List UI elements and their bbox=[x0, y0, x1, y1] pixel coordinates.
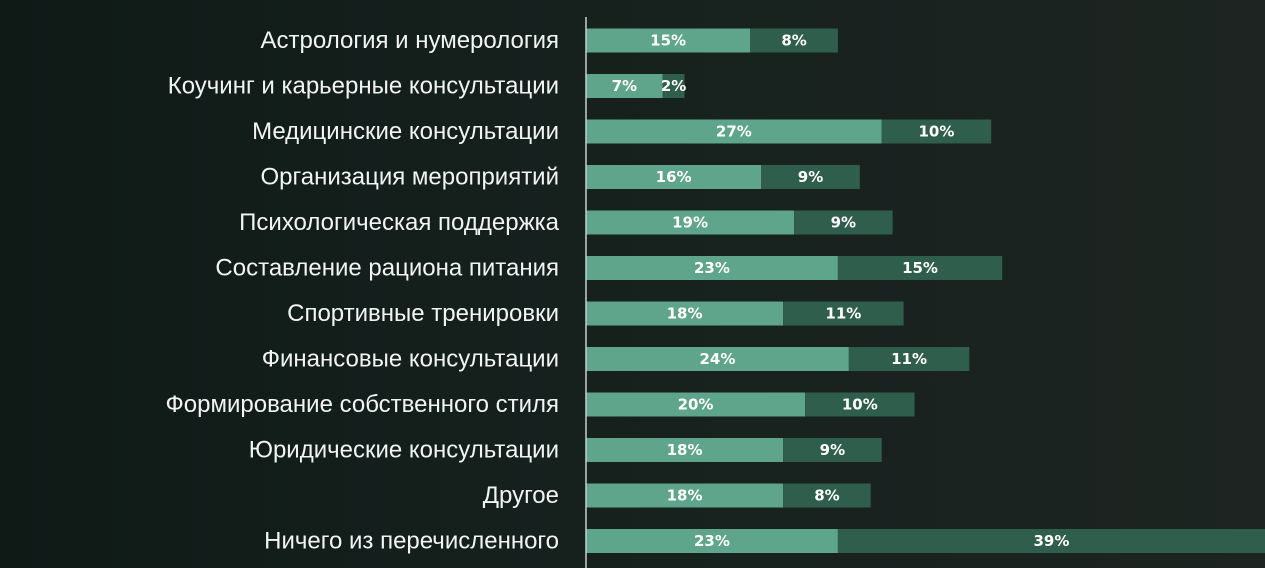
category-labels: Астрология и нумерология Коучинг и карьер… bbox=[166, 27, 560, 555]
bar-segment-series-1 bbox=[586, 529, 838, 553]
value-label: 16% bbox=[656, 168, 692, 186]
value-label: 9% bbox=[831, 214, 856, 232]
value-label: 23% bbox=[694, 259, 730, 277]
value-labels: 15% 8% 7% 2% 27% 10% 16% 9% 19% 9% 23% 15% 18% 11% 24%… bbox=[612, 32, 1070, 551]
value-label: 9% bbox=[798, 168, 823, 186]
value-label: 9% bbox=[820, 441, 845, 459]
category-label: Ничего из перечисленного bbox=[264, 528, 559, 555]
bar-segment-series-1 bbox=[586, 301, 784, 326]
category-label: Психологическая поддержка bbox=[239, 209, 559, 236]
value-label: 8% bbox=[781, 32, 806, 50]
category-label: Финансовые консультации bbox=[262, 346, 559, 373]
value-label: 19% bbox=[672, 214, 708, 232]
value-label: 2% bbox=[661, 77, 686, 95]
value-label: 15% bbox=[902, 259, 938, 277]
bar-segment-series-2 bbox=[662, 74, 685, 98]
value-label: 15% bbox=[650, 32, 686, 50]
value-label: 7% bbox=[612, 77, 637, 95]
bar-segment-series-1 bbox=[586, 165, 762, 189]
bar-segment-series-1 bbox=[586, 347, 849, 371]
bar-segment-series-2 bbox=[837, 529, 1265, 553]
category-label: Юридические консультации bbox=[249, 437, 559, 464]
bars bbox=[586, 28, 1265, 553]
value-label: 39% bbox=[1033, 532, 1069, 550]
category-label: Медицинские консультации bbox=[252, 118, 559, 145]
category-label: Другое bbox=[483, 482, 559, 509]
value-label: 11% bbox=[891, 350, 927, 368]
bar-segment-series-2 bbox=[848, 347, 970, 371]
value-label: 10% bbox=[918, 123, 954, 141]
category-label: Составление рациона питания bbox=[215, 255, 559, 282]
category-label: Спортивные тренировки bbox=[287, 300, 559, 327]
value-label: 27% bbox=[716, 123, 752, 141]
value-label: 20% bbox=[678, 396, 714, 414]
value-label: 24% bbox=[699, 350, 735, 368]
bar-segment-series-2 bbox=[881, 119, 992, 144]
value-label: 18% bbox=[667, 305, 703, 323]
bar-segment-series-2 bbox=[761, 165, 860, 189]
bar-segment-series-1 bbox=[586, 210, 795, 235]
category-label: Коучинг и карьерные консультации bbox=[168, 73, 559, 100]
category-label: Организация мероприятий bbox=[260, 164, 559, 191]
value-label: 18% bbox=[667, 487, 703, 505]
bar-segment-series-2 bbox=[750, 28, 838, 53]
bar-segment-series-1 bbox=[586, 392, 806, 417]
value-label: 10% bbox=[842, 396, 878, 414]
bar-segment-series-1 bbox=[586, 74, 663, 98]
bar-segment-series-2 bbox=[783, 483, 871, 508]
bar-segment-series-1 bbox=[586, 256, 838, 280]
category-label: Астрология и нумерология bbox=[261, 27, 559, 54]
bar-segment-series-2 bbox=[783, 438, 882, 462]
category-label: Формирование собственного стиля bbox=[166, 391, 559, 418]
value-label: 11% bbox=[825, 305, 861, 323]
value-label: 18% bbox=[667, 441, 703, 459]
bar-segment-series-2 bbox=[805, 392, 915, 417]
bar-segment-series-2 bbox=[837, 256, 1003, 280]
value-label: 23% bbox=[694, 532, 730, 550]
bar-segment-series-1 bbox=[586, 483, 784, 508]
value-label: 8% bbox=[814, 487, 839, 505]
bar-segment-series-1 bbox=[586, 28, 751, 53]
bar-segment-series-2 bbox=[783, 301, 904, 326]
bar-segment-series-2 bbox=[794, 210, 893, 235]
bar-segment-series-1 bbox=[586, 438, 784, 462]
bar-segment-series-1 bbox=[586, 119, 882, 144]
